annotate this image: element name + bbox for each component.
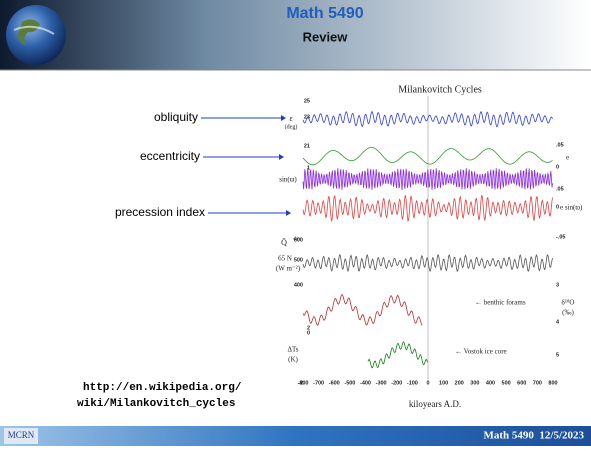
y2-tick-label: .05 bbox=[556, 186, 564, 192]
axis-label: sin(ϖ) bbox=[279, 176, 297, 184]
x-tick-label: -100 bbox=[407, 380, 418, 386]
x-tick-label: -700 bbox=[313, 380, 324, 386]
y-tick-label: -2 bbox=[298, 380, 303, 386]
footer-text: Math 5490 12/5/2023 bbox=[483, 430, 584, 442]
y2-tick-label: 3 bbox=[556, 282, 559, 288]
x-tick-label: 300 bbox=[470, 380, 479, 386]
axis-label: δ¹⁸O bbox=[562, 299, 575, 307]
x-tick-label: 700 bbox=[533, 380, 542, 386]
x-tick-label: -600 bbox=[329, 380, 340, 386]
label: obliquity bbox=[154, 110, 198, 124]
x-tick-label: 600 bbox=[517, 380, 526, 386]
y2-tick-label: .05 bbox=[556, 142, 564, 148]
y2-tick-label: 0 bbox=[556, 204, 559, 210]
axis-label: (‰) bbox=[562, 309, 574, 317]
slide: Math 5490 Review obliquity eccentricity … bbox=[0, 0, 591, 446]
source-url[interactable]: http://en.wikipedia.org/ bbox=[83, 382, 242, 394]
label: precession index bbox=[115, 205, 205, 219]
y-tick-label: 21 bbox=[304, 143, 310, 149]
x-tick-label: 500 bbox=[502, 380, 511, 386]
y-tick-label: 0 bbox=[307, 330, 310, 336]
axis-label: (K) bbox=[288, 356, 298, 364]
x-tick-label: 200 bbox=[455, 380, 464, 386]
axis-label: 65 N bbox=[278, 255, 292, 263]
y-tick-label: 400 bbox=[294, 282, 303, 288]
slide-subtitle: Review bbox=[303, 29, 349, 44]
x-tick-label: -500 bbox=[344, 380, 355, 386]
y-tick-label: 600 bbox=[294, 237, 303, 243]
figure-title: Milankovitch Cycles bbox=[398, 84, 482, 95]
y-tick-label: 25 bbox=[304, 98, 310, 104]
earth-image bbox=[6, 5, 66, 65]
axis-label: ΔTs bbox=[287, 346, 298, 354]
axis-label: e sin(ϖ) bbox=[560, 204, 583, 212]
x-tick-label: -300 bbox=[376, 380, 387, 386]
x-tick-label: 0 bbox=[426, 380, 429, 386]
x-tick-label: 800 bbox=[548, 380, 557, 386]
x-axis-label: kiloyears A.D. bbox=[409, 399, 461, 409]
axis-label: (W m⁻²) bbox=[276, 265, 301, 273]
axis-label: (deg) bbox=[285, 123, 298, 130]
y-tick-label: 500 bbox=[294, 257, 303, 263]
y2-tick-label: -.05 bbox=[556, 234, 565, 240]
y2-tick-label: 0 bbox=[556, 164, 559, 170]
annotation: ← Vostok ice core bbox=[455, 348, 507, 356]
logo: MCRN bbox=[8, 430, 35, 440]
slide-title: Math 5490 bbox=[286, 5, 363, 22]
x-tick-label: -400 bbox=[360, 380, 371, 386]
x-tick-label: -200 bbox=[391, 380, 402, 386]
x-tick-label: 100 bbox=[439, 380, 448, 386]
axis-label: e bbox=[566, 154, 569, 162]
source-url[interactable]: wiki/Milankovitch_cycles bbox=[77, 398, 235, 410]
annotation: ← benthic forams bbox=[475, 299, 526, 307]
x-tick-label: 400 bbox=[486, 380, 495, 386]
label: eccentricity bbox=[140, 149, 200, 163]
y2-tick-label: 5 bbox=[556, 352, 559, 358]
axis-label: Q̄ bbox=[281, 238, 287, 247]
